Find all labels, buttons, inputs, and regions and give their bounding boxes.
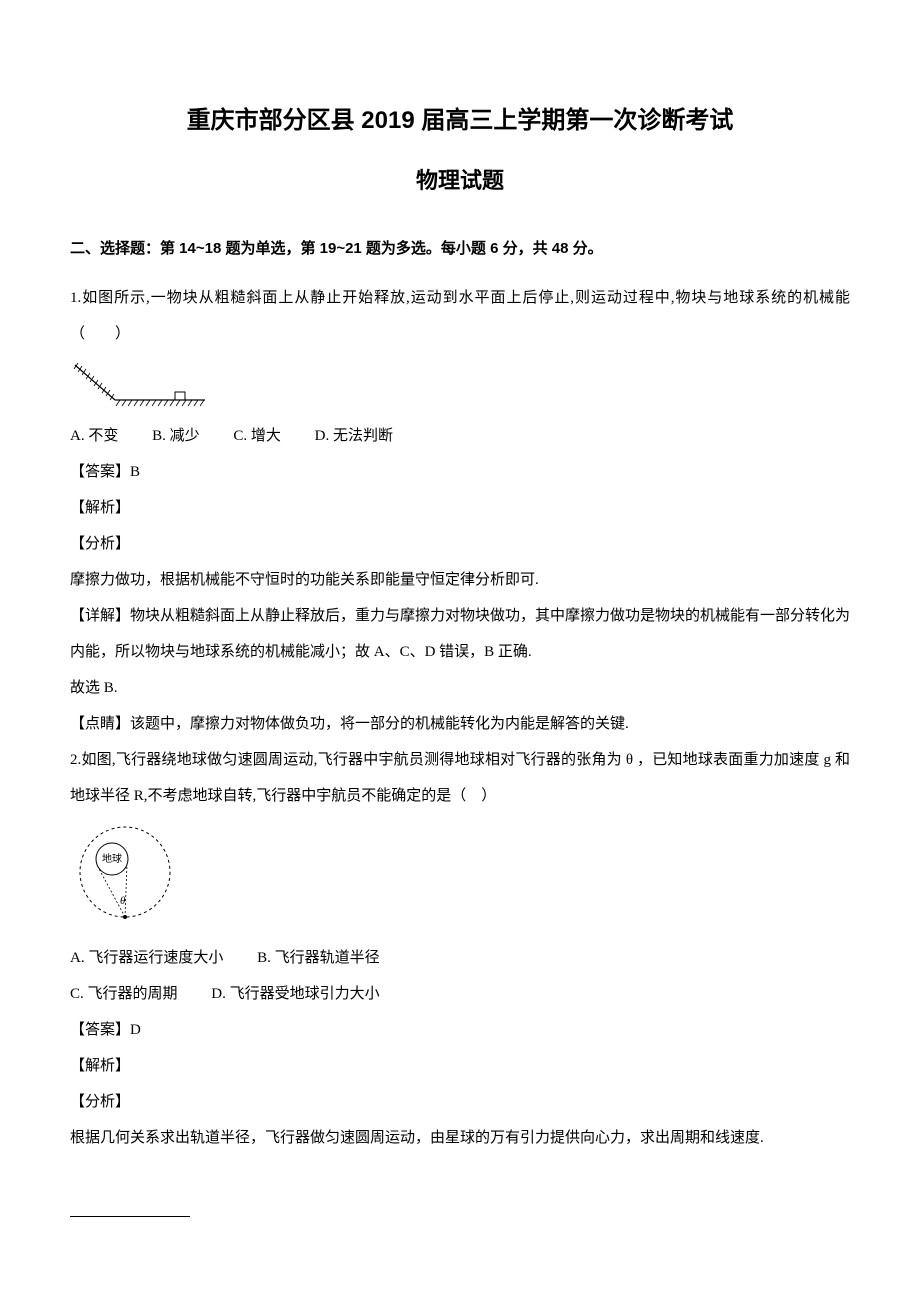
angle-label: θ xyxy=(120,895,126,907)
q2-options-row1: A. 飞行器运行速度大小 B. 飞行器轨道半径 xyxy=(70,940,850,976)
q1-stem: 1.如图所示,一物块从粗糙斜面上从静止开始释放,运动到水平面上后停止,则运动过程… xyxy=(70,280,850,352)
q2-explain: 【解析】 xyxy=(70,1048,850,1084)
q2-analysis-label: 【分析】 xyxy=(70,1084,850,1120)
section-header: 二、选择题：第 14~18 题为单选，第 19~21 题为多选。每小题 6 分，… xyxy=(70,235,850,262)
q1-detail: 【详解】物块从粗糙斜面上从静止释放后，重力与摩擦力对物块做功，其中摩擦力做功是物… xyxy=(70,598,850,670)
q2-options-row2: C. 飞行器的周期 D. 飞行器受地球引力大小 xyxy=(70,976,850,1012)
q1-option-a: A. 不变 xyxy=(70,418,118,454)
q1-explain: 【解析】 xyxy=(70,490,850,526)
q2-figure-earth-orbit: 地球 θ xyxy=(70,822,180,932)
footer-divider xyxy=(70,1216,190,1217)
q1-figure-incline xyxy=(70,360,210,410)
q2-option-d: D. 飞行器受地球引力大小 xyxy=(211,976,379,1012)
q1-option-c: C. 增大 xyxy=(233,418,281,454)
q1-option-b: B. 减少 xyxy=(152,418,200,454)
q2-analysis-text: 根据几何关系求出轨道半径，飞行器做匀速圆周运动，由星球的万有引力提供向心力，求出… xyxy=(70,1120,850,1156)
q1-conclusion: 故选 B. xyxy=(70,670,850,706)
q1-answer: 【答案】B xyxy=(70,454,850,490)
q2-option-c: C. 飞行器的周期 xyxy=(70,976,178,1012)
exam-subtitle: 物理试题 xyxy=(70,163,850,195)
q2-option-b: B. 飞行器轨道半径 xyxy=(257,940,380,976)
exam-title: 重庆市部分区县 2019 届高三上学期第一次诊断考试 xyxy=(70,100,850,135)
q1-options: A. 不变 B. 减少 C. 增大 D. 无法判断 xyxy=(70,418,850,454)
q2-option-a: A. 飞行器运行速度大小 xyxy=(70,940,223,976)
q2-stem: 2.如图,飞行器绕地球做匀速圆周运动,飞行器中宇航员测得地球相对飞行器的张角为 … xyxy=(70,742,850,814)
q2-answer: 【答案】D xyxy=(70,1012,850,1048)
q1-option-d: D. 无法判断 xyxy=(315,418,393,454)
q1-analysis-label: 【分析】 xyxy=(70,526,850,562)
q1-key: 【点睛】该题中，摩擦力对物体做负功，将一部分的机械能转化为内能是解答的关键. xyxy=(70,706,850,742)
q1-analysis-text: 摩擦力做功，根据机械能不守恒时的功能关系即能量守恒定律分析即可. xyxy=(70,562,850,598)
earth-label: 地球 xyxy=(102,852,122,865)
